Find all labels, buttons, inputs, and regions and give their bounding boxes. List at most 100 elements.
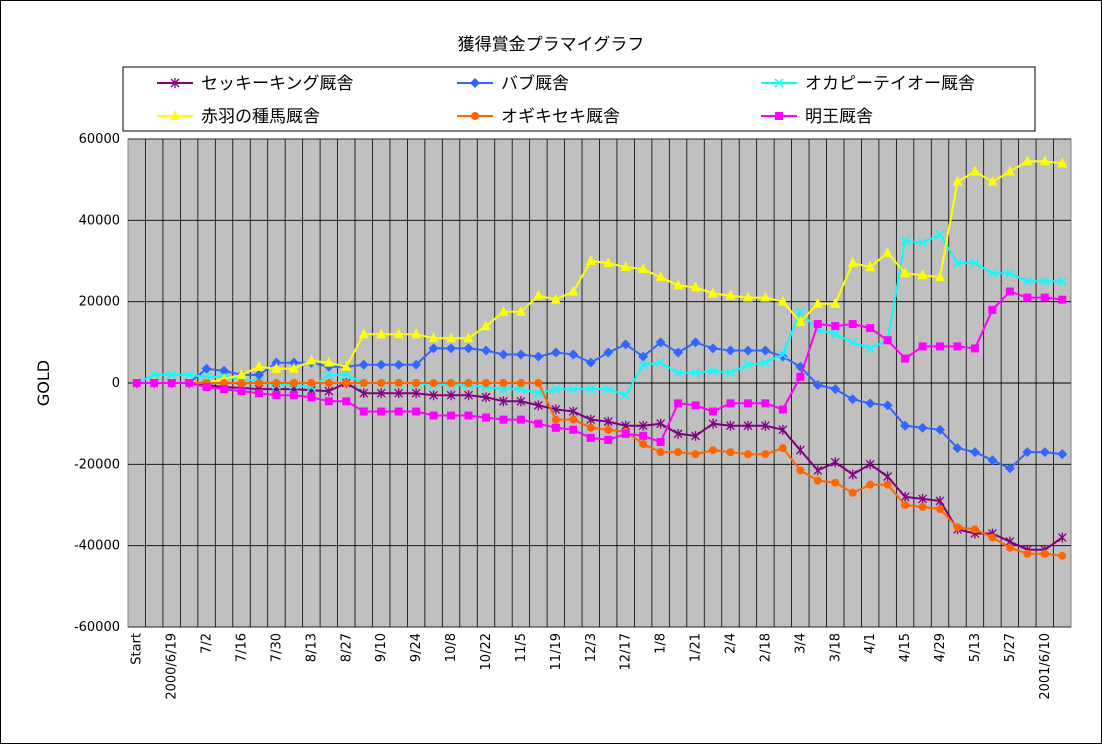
data-point [882,400,893,411]
data-point [848,337,858,347]
data-point [288,362,299,373]
data-point [1004,165,1015,176]
data-point [848,488,857,497]
data-point [1022,276,1032,286]
data-point [359,388,369,399]
data-point [358,359,369,370]
data-point [412,379,421,387]
data-point [1005,543,1014,552]
data-point [1057,449,1068,460]
data-point [725,289,736,300]
data-point [795,307,805,317]
data-point [393,359,404,370]
data-point [970,344,979,353]
data-point [1023,549,1032,558]
data-point [376,328,387,339]
data-point [394,388,404,399]
data-point [359,407,368,416]
data-point [831,478,840,487]
data-point [987,268,997,278]
x-tick-label: 9/24 [409,633,424,662]
data-point [830,384,841,395]
x-axis: Start 2000/6/19 7/2 7/16 7/30 8/13 8/27 9/10 9/2… [130,633,1053,700]
data-point [481,379,490,387]
data-point [201,363,212,374]
data-point [288,357,299,368]
data-point [480,345,491,356]
data-point [778,424,788,435]
data-point [1040,276,1050,286]
data-point [673,368,683,378]
data-point [901,354,910,363]
data-point [918,238,928,248]
data-point [778,350,788,360]
data-point [918,342,927,351]
legend-label: バブ厩舎 [501,73,569,94]
data-point [534,379,543,387]
data-point [185,379,194,387]
data-point [463,332,474,343]
data-point [271,362,282,373]
y-axis-label: GOLD [34,360,53,406]
data-point [988,533,997,542]
data-point [690,281,701,292]
y-tick-label: -20000 [74,457,120,472]
x-tick-label: 4/29 [933,633,948,662]
legend-label: 明王厩舎 [805,107,873,127]
data-point [481,392,491,403]
data-point [289,391,298,400]
x-tick-label: 7/2 [200,633,215,654]
data-point [812,297,823,308]
data-point [900,267,911,278]
data-point [585,255,596,265]
legend-item: バブ厩舎 [457,73,569,94]
data-point [709,407,718,416]
data-point [376,359,387,370]
data-point [777,295,788,306]
data-point [743,360,753,370]
data-point [219,365,230,376]
data-point [883,480,892,489]
data-point [847,394,858,405]
data-point [725,368,736,378]
data-point [428,343,439,354]
data-point [1057,532,1067,543]
legend-marker [170,110,180,120]
data-point [1023,293,1032,302]
data-point [253,360,264,371]
data-point [743,399,752,408]
data-point [585,357,596,368]
data-point [586,423,595,432]
data-point [447,379,456,387]
data-point [1040,293,1049,302]
data-point [813,320,822,329]
data-point [324,397,333,406]
data-point [708,418,718,429]
data-point [237,387,246,396]
data-point [306,354,317,365]
data-point [447,411,456,420]
data-point [708,343,719,354]
data-point [621,429,630,438]
data-point [377,407,386,416]
x-tick-label: 12/3 [584,633,599,662]
data-point [394,407,403,416]
data-point [900,420,911,431]
data-point [1022,155,1033,166]
data-point [220,385,229,394]
data-point [603,384,613,394]
data-point [987,175,998,186]
data-point [847,257,858,268]
y-tick-label: 0 [112,376,120,391]
data-point [604,425,613,434]
y-tick-label: 60000 [79,132,120,147]
data-point [742,345,753,356]
data-point [289,379,298,387]
x-tick-label: 10/22 [479,633,494,670]
legend-item: 赤羽の種馬厩舎 [157,107,320,127]
x-tick-label: 11/19 [549,633,564,670]
data-point [324,386,334,397]
data-point [830,329,840,339]
data-point [638,360,648,370]
data-point [551,384,561,394]
